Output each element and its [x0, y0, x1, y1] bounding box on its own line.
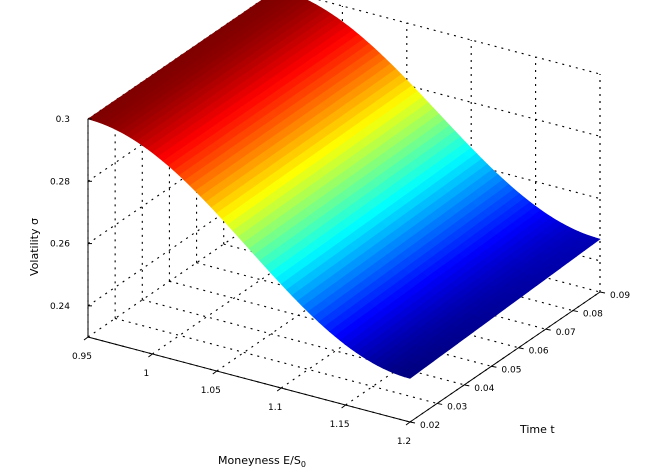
y-tick-mark	[599, 291, 606, 294]
x-tick-label: 0.95	[72, 352, 92, 362]
volatility-surface	[87, 0, 601, 379]
z-tick-label: 0.24	[50, 302, 70, 312]
y-tick-label: 0.08	[583, 310, 603, 320]
x-tick-label: 1.2	[397, 437, 411, 447]
y-tick-label: 0.09	[610, 291, 630, 301]
x-tick-label: 1.1	[268, 403, 282, 413]
x-tick-label: 1.15	[330, 420, 350, 430]
surface-patch	[403, 370, 419, 379]
y-tick-label: 0.06	[529, 347, 549, 357]
x-axis-label: Moneyness E/S0	[218, 454, 306, 469]
tick-labels: 0.95 1 1.05 1.1 1.15 1.2 0.02 0.03 0.04 0.05 0.06 0…	[50, 115, 630, 447]
axes	[83, 118, 606, 426]
z-tick-label: 0.3	[56, 115, 70, 125]
z-tick-label: 0.28	[50, 177, 70, 187]
z-tick-label: 0.26	[50, 240, 70, 250]
x-tick-mark	[405, 421, 411, 426]
y-tick-label: 0.02	[420, 421, 440, 431]
y-tick-mark	[572, 310, 578, 313]
x-tick-mark	[341, 404, 346, 409]
y-axis-line	[409, 291, 601, 423]
x-tick-mark	[212, 370, 218, 375]
y-tick-label: 0.07	[556, 328, 576, 338]
y-axis-label: Time t	[519, 423, 555, 436]
y-tick-mark	[518, 347, 524, 350]
y-tick-label: 0.03	[447, 402, 467, 412]
x-tick-mark	[148, 353, 153, 358]
x-tick-label: 1	[144, 369, 150, 379]
x-tick-label: 1.05	[201, 386, 221, 396]
x-tick-mark	[83, 336, 89, 341]
axis-labels: Moneyness E/S0 Time t Volatility σ	[28, 218, 555, 469]
x-axis-line	[87, 336, 411, 423]
y-tick-mark	[545, 328, 551, 331]
y-tick-mark	[491, 365, 497, 368]
y-tick-mark	[464, 384, 470, 387]
z-axis-label: Volatility σ	[28, 218, 41, 276]
y-tick-mark	[437, 402, 443, 405]
x-tick-mark	[276, 387, 282, 392]
y-tick-mark	[409, 421, 416, 424]
y-tick-label: 0.04	[474, 384, 494, 394]
y-tick-label: 0.05	[501, 365, 521, 375]
